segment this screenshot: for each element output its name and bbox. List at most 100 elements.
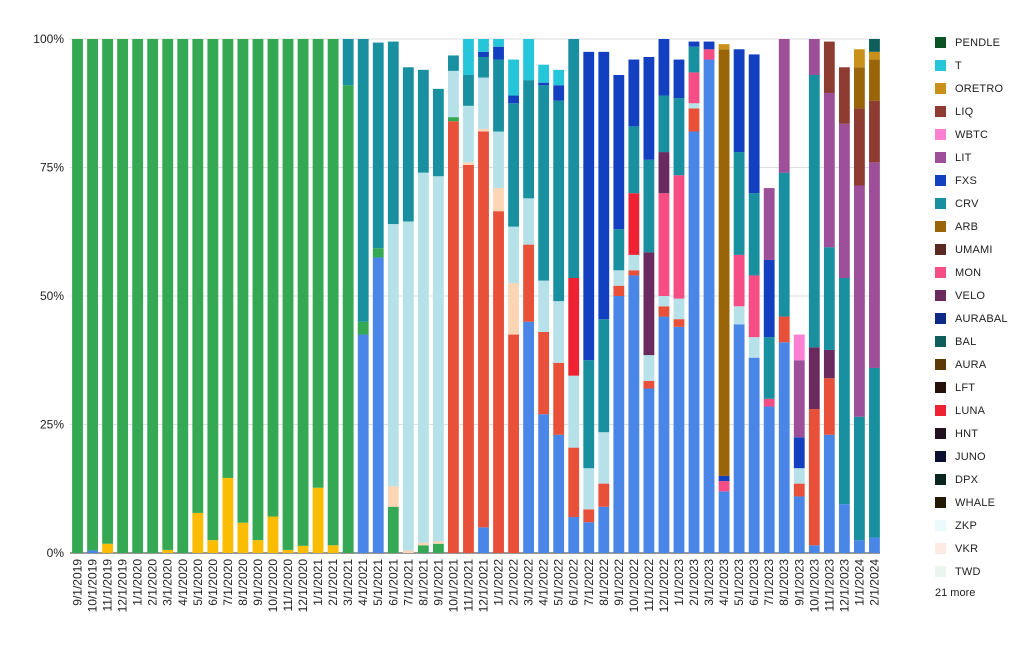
bar-segment[interactable] (823, 41, 835, 93)
bar-segment[interactable] (598, 506, 610, 553)
bar-segment[interactable] (553, 301, 565, 363)
bar-segment[interactable] (132, 39, 144, 553)
bar-segment[interactable] (688, 131, 700, 553)
bar-segment[interactable] (658, 39, 670, 96)
legend-item[interactable]: TWD (935, 560, 1035, 583)
bar-segment[interactable] (102, 39, 114, 544)
bar-segment[interactable] (628, 270, 640, 276)
bar-segment[interactable] (853, 49, 865, 68)
bar-segment[interactable] (372, 42, 384, 249)
bar-segment[interactable] (733, 152, 745, 255)
bar-segment[interactable] (568, 278, 580, 376)
bar-segment[interactable] (387, 224, 399, 487)
bar-segment[interactable] (402, 550, 414, 553)
bar-segment[interactable] (357, 39, 369, 322)
bar-segment[interactable] (312, 487, 324, 553)
bar-segment[interactable] (869, 39, 880, 52)
bar-segment[interactable] (252, 39, 264, 541)
legend-item[interactable]: VELO (935, 284, 1035, 307)
bar-segment[interactable] (673, 326, 685, 553)
bar-segment[interactable] (493, 46, 504, 60)
bar-segment[interactable] (553, 362, 565, 435)
bar-segment[interactable] (493, 188, 504, 212)
bar-segment[interactable] (583, 509, 595, 523)
bar-segment[interactable] (478, 51, 489, 57)
bar-segment[interactable] (703, 41, 715, 50)
bar-segment[interactable] (583, 468, 595, 510)
bar-segment[interactable] (658, 152, 670, 194)
bar-segment[interactable] (673, 98, 685, 176)
bar-segment[interactable] (538, 280, 550, 332)
bar-segment[interactable] (177, 39, 189, 553)
bar-segment[interactable] (838, 278, 850, 505)
bar-segment[interactable] (718, 491, 730, 553)
bar-segment[interactable] (778, 39, 790, 173)
bar-segment[interactable] (357, 334, 369, 553)
legend-item[interactable]: WBTC (935, 123, 1035, 146)
bar-segment[interactable] (387, 486, 399, 507)
legend-item[interactable]: AURABAL (935, 307, 1035, 330)
bar-segment[interactable] (342, 39, 354, 86)
bar-segment[interactable] (718, 49, 730, 476)
bar-segment[interactable] (869, 367, 880, 538)
bar-segment[interactable] (748, 337, 760, 358)
bar-segment[interactable] (808, 545, 820, 553)
bar-segment[interactable] (869, 51, 880, 60)
bar-segment[interactable] (237, 522, 249, 553)
legend-item[interactable]: ZKP (935, 514, 1035, 537)
legend-item[interactable]: BAL (935, 330, 1035, 353)
bar-segment[interactable] (703, 49, 715, 60)
bar-segment[interactable] (613, 296, 625, 553)
bar-segment[interactable] (718, 481, 730, 492)
bar-segment[interactable] (808, 347, 820, 410)
bar-segment[interactable] (643, 388, 655, 553)
bar-segment[interactable] (463, 39, 474, 75)
bar-segment[interactable] (763, 406, 775, 553)
bar-segment[interactable] (673, 59, 685, 99)
bar-segment[interactable] (763, 188, 775, 261)
bar-segment[interactable] (538, 64, 550, 83)
bar-segment[interactable] (327, 545, 339, 553)
bar-segment[interactable] (553, 69, 565, 86)
bar-segment[interactable] (553, 100, 565, 302)
bar-segment[interactable] (748, 54, 760, 194)
bar-segment[interactable] (162, 39, 174, 550)
bar-segment[interactable] (688, 41, 700, 47)
legend-item[interactable]: JUNO (935, 445, 1035, 468)
bar-segment[interactable] (387, 506, 399, 553)
bar-segment[interactable] (417, 545, 429, 553)
bar-segment[interactable] (853, 416, 865, 541)
bar-segment[interactable] (297, 545, 309, 553)
legend-item[interactable]: VKR (935, 537, 1035, 560)
bar-segment[interactable] (252, 540, 264, 553)
bar-segment[interactable] (613, 285, 625, 296)
bar-segment[interactable] (793, 437, 805, 469)
legend-item[interactable]: ARB (935, 215, 1035, 238)
bar-segment[interactable] (417, 542, 429, 546)
bar-segment[interactable] (237, 39, 249, 523)
legend-item[interactable]: LUNA (935, 399, 1035, 422)
legend-item[interactable]: LFT (935, 376, 1035, 399)
bar-segment[interactable] (207, 540, 219, 553)
bar-segment[interactable] (448, 117, 459, 122)
bar-segment[interactable] (598, 51, 610, 320)
bar-segment[interactable] (748, 193, 760, 276)
bar-segment[interactable] (463, 162, 474, 165)
bar-segment[interactable] (733, 49, 745, 153)
bar-segment[interactable] (192, 39, 204, 513)
bar-segment[interactable] (222, 39, 234, 478)
bar-segment[interactable] (568, 447, 580, 518)
bar-segment[interactable] (793, 496, 805, 553)
legend-more[interactable]: 21 more (935, 587, 976, 599)
bar-segment[interactable] (478, 39, 489, 52)
bar-segment[interactable] (838, 504, 850, 553)
bar-segment[interactable] (853, 185, 865, 417)
bar-segment[interactable] (538, 82, 550, 86)
bar-segment[interactable] (432, 176, 444, 542)
bar-segment[interactable] (538, 331, 550, 415)
bar-segment[interactable] (763, 398, 775, 407)
bar-segment[interactable] (432, 541, 444, 544)
bar-segment[interactable] (778, 342, 790, 553)
bar-segment[interactable] (613, 74, 625, 230)
legend-item[interactable]: DPX (935, 468, 1035, 491)
